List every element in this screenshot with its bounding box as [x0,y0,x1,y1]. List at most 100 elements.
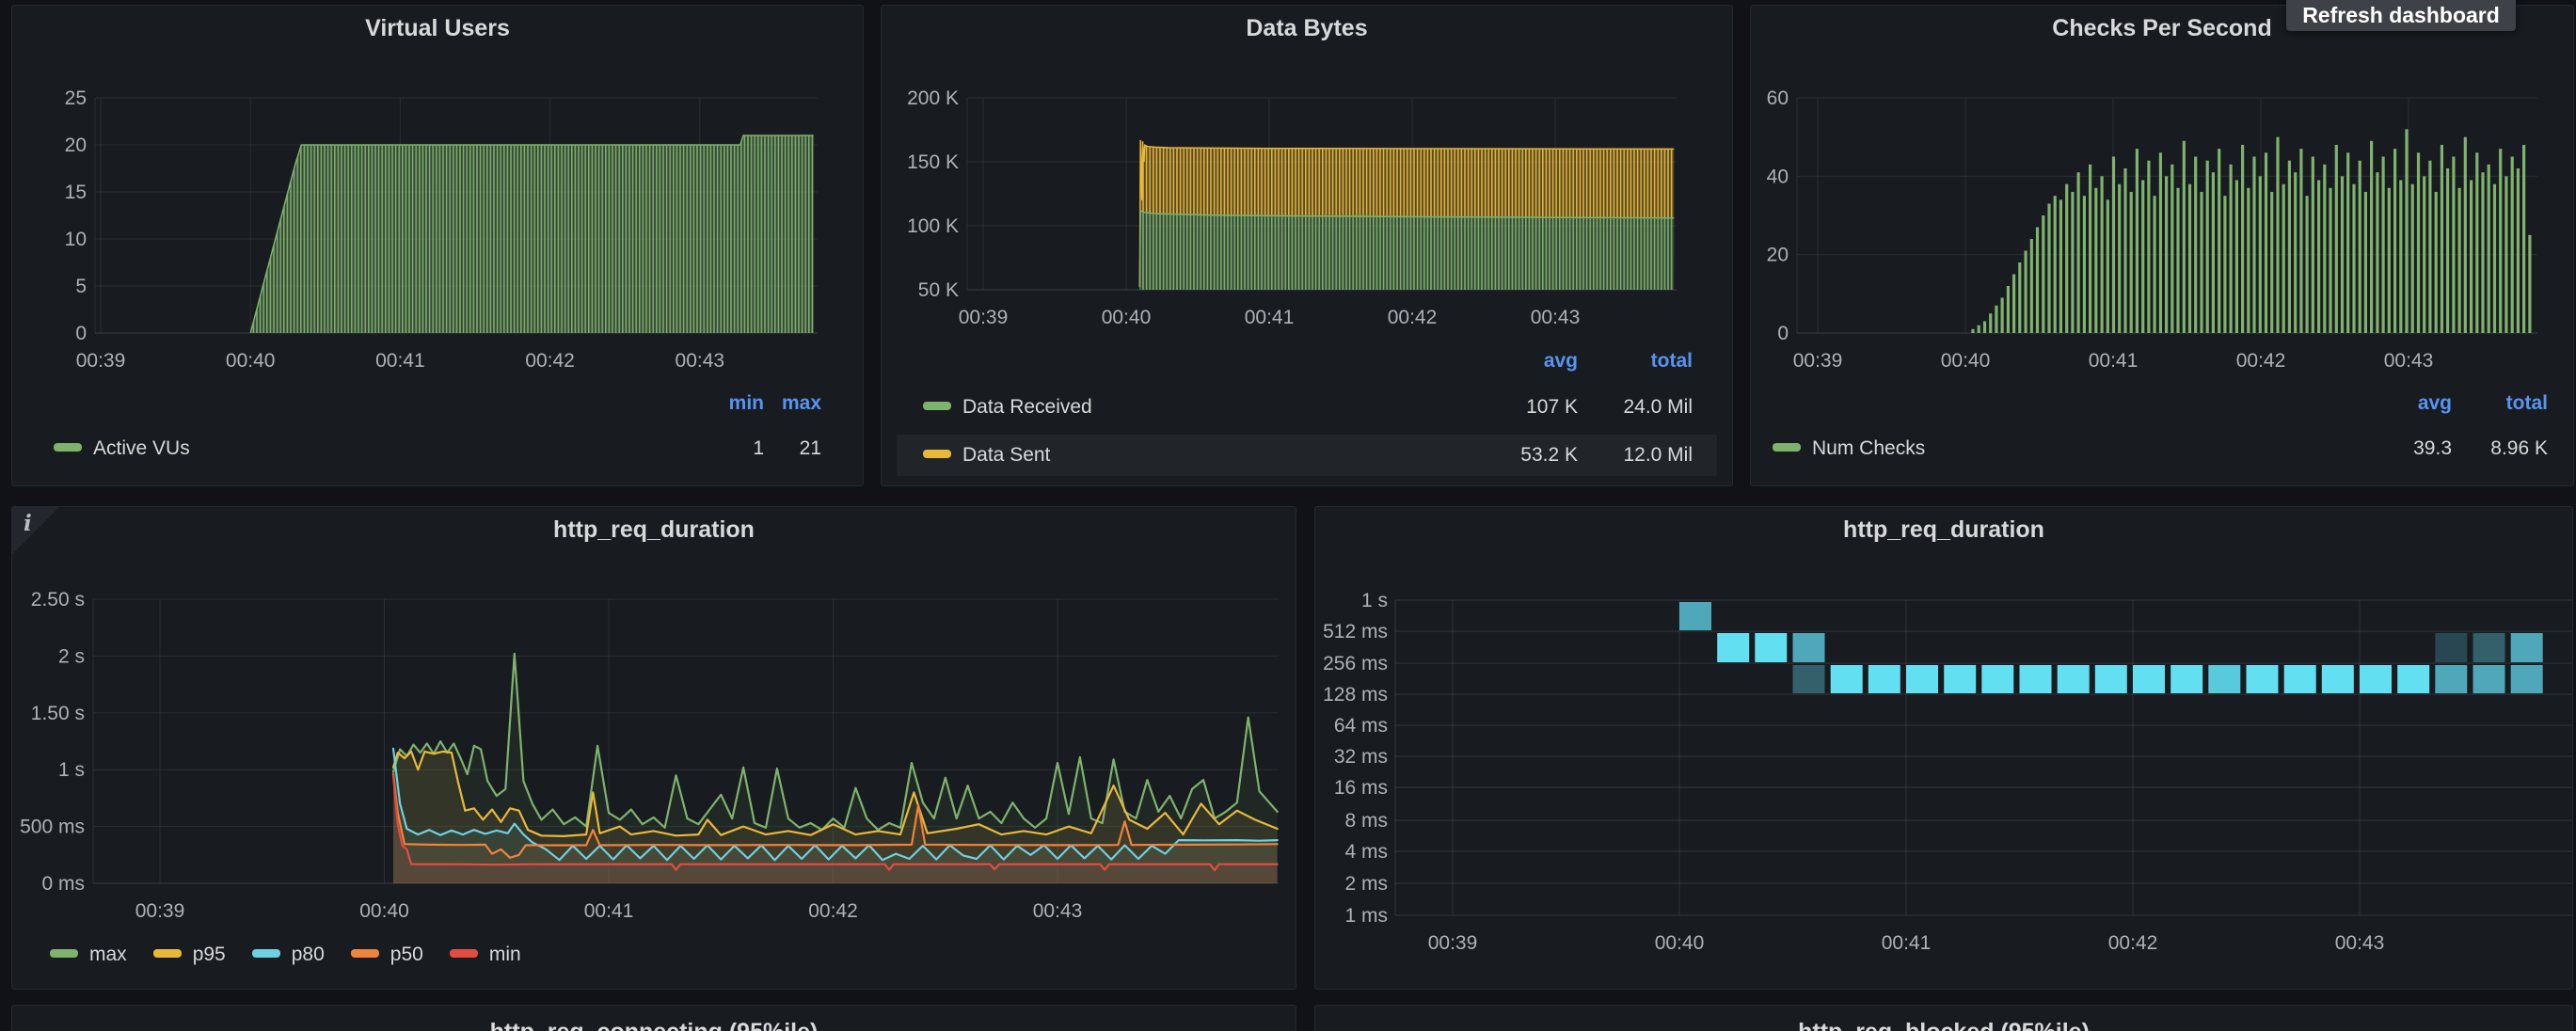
http-req-duration-heatmap: 1 s512 ms256 ms128 ms64 ms32 ms16 ms8 ms… [1315,507,2573,990]
svg-text:200 K: 200 K [907,87,959,109]
info-icon: i [24,511,32,536]
svg-text:32 ms: 32 ms [1334,746,1388,768]
legend-value-total: 24.0 Mil [1570,395,1693,420]
svg-text:20: 20 [65,135,87,156]
panel-http-req-connecting: http_req_connecting (95%ile) [11,1005,1296,1031]
legend-item-p80[interactable]: p80 [252,944,325,966]
series-swatch [252,949,280,958]
svg-text:00:40: 00:40 [226,350,276,372]
svg-text:00:39: 00:39 [1793,350,1843,372]
info-corner-triangle [12,507,59,554]
svg-text:00:40: 00:40 [1655,932,1705,954]
svg-text:1 s: 1 s [1361,590,1388,611]
svg-text:2 ms: 2 ms [1344,873,1388,895]
svg-text:00:40: 00:40 [1941,350,1991,372]
svg-text:1 s: 1 s [58,759,85,781]
svg-text:00:43: 00:43 [1531,307,1581,328]
panel-info-corner[interactable]: i [12,507,59,554]
svg-text:100 K: 100 K [907,215,959,237]
svg-text:00:43: 00:43 [2335,932,2385,954]
legend-item-p50[interactable]: p50 [351,944,423,966]
legend-header-max[interactable]: max [718,392,821,415]
legend-item-max[interactable]: max [50,944,127,966]
svg-text:60: 60 [1767,87,1789,109]
svg-text:20: 20 [1767,245,1789,266]
panel-title[interactable]: http_req_connecting (95%ile) [12,1019,1296,1031]
svg-text:1 ms: 1 ms [1344,905,1388,927]
legend-header-avg[interactable]: avg [1474,350,1578,373]
legend-label: p50 [390,944,423,966]
legend-item-num-checks[interactable]: Num Checks [1773,436,1925,461]
svg-text:128 ms: 128 ms [1323,684,1388,706]
svg-text:15: 15 [65,182,87,203]
legend-item-p95[interactable]: p95 [153,944,226,966]
legend-value-avg: 53.2 K [1455,443,1578,468]
svg-text:150 K: 150 K [907,151,959,173]
svg-text:2.50 s: 2.50 s [31,589,85,611]
panel-title[interactable]: http_req_blocked (95%ile) [1315,1019,2572,1031]
legend-label: Num Checks [1812,437,1925,459]
svg-text:00:42: 00:42 [2236,350,2286,372]
svg-text:8 ms: 8 ms [1344,810,1388,832]
svg-text:10: 10 [65,229,87,250]
panel-data-bytes: Data Bytes 50 K100 K150 K200 K00:3900:40… [881,5,1733,486]
svg-text:4 ms: 4 ms [1344,841,1388,863]
svg-text:50 K: 50 K [918,279,959,301]
svg-text:00:40: 00:40 [1102,307,1152,328]
legend-item-data-received[interactable]: Data Received [923,395,1092,420]
legend-label: Active VUs [93,437,190,459]
series-swatch [450,949,478,958]
panel-http-req-duration-heatmap: http_req_duration 1 s512 ms256 ms128 ms6… [1314,506,2573,990]
panel-virtual-users: Virtual Users 051015202500:3900:4000:410… [11,5,864,486]
legend-label: Data Received [962,396,1092,418]
series-swatch [54,443,82,452]
series-swatch [153,949,182,958]
svg-text:40: 40 [1767,166,1789,187]
legend-value-avg: 107 K [1455,395,1578,420]
legend-label: max [89,944,127,966]
svg-text:00:43: 00:43 [2384,350,2434,372]
svg-text:00:39: 00:39 [959,307,1009,328]
grafana-dashboard: Refresh dashboard Virtual Users 05101520… [0,0,2576,1031]
svg-text:0 ms: 0 ms [41,873,85,895]
svg-text:00:40: 00:40 [359,900,409,922]
legend-header-total[interactable]: total [2444,392,2548,415]
legend-header-avg[interactable]: avg [2348,392,2452,415]
refresh-dashboard-button[interactable]: Refresh dashboard [2286,0,2516,31]
svg-text:00:41: 00:41 [375,350,425,372]
svg-text:00:41: 00:41 [2089,350,2139,372]
svg-text:00:42: 00:42 [2108,932,2158,954]
svg-text:256 ms: 256 ms [1323,653,1388,674]
svg-text:00:41: 00:41 [1882,932,1932,954]
svg-text:0: 0 [1777,323,1789,344]
svg-text:00:41: 00:41 [1245,307,1295,328]
panel-http-req-blocked: http_req_blocked (95%ile) [1314,1005,2573,1031]
svg-text:2 s: 2 s [58,645,85,667]
legend-value-max: 21 [699,436,821,461]
legend-label: p95 [193,944,226,966]
legend-item-data-sent[interactable]: Data Sent [923,443,1050,468]
svg-text:00:42: 00:42 [525,350,575,372]
svg-text:16 ms: 16 ms [1334,777,1388,799]
svg-text:500 ms: 500 ms [20,817,85,838]
panel-http-req-duration-graph: i http_req_duration 0 ms500 ms1 s1.50 s2… [11,506,1296,990]
svg-text:00:39: 00:39 [76,350,126,372]
svg-text:00:43: 00:43 [1033,900,1083,922]
legend-label: Data Sent [962,444,1050,466]
legend-value-total: 8.96 K [2425,436,2548,461]
svg-text:25: 25 [65,87,87,109]
svg-text:00:41: 00:41 [584,900,634,922]
series-swatch [923,450,951,458]
http-req-duration-chart: 0 ms500 ms1 s1.50 s2 s2.50 s00:3900:4000… [12,507,1296,990]
legend-header-total[interactable]: total [1589,350,1693,373]
legend-label: min [489,944,521,966]
svg-text:00:42: 00:42 [1388,307,1438,328]
legend-value-total: 12.0 Mil [1570,443,1693,468]
panel-checks-per-second: Checks Per Second 020406000:3900:4000:41… [1750,5,2574,486]
series-swatch [923,402,951,410]
svg-text:00:39: 00:39 [135,900,185,922]
svg-text:00:43: 00:43 [676,350,725,372]
legend: max p95 p80 p50 min [50,944,521,966]
legend-item-min[interactable]: min [450,944,521,966]
legend-item-active-vus[interactable]: Active VUs [54,436,190,461]
